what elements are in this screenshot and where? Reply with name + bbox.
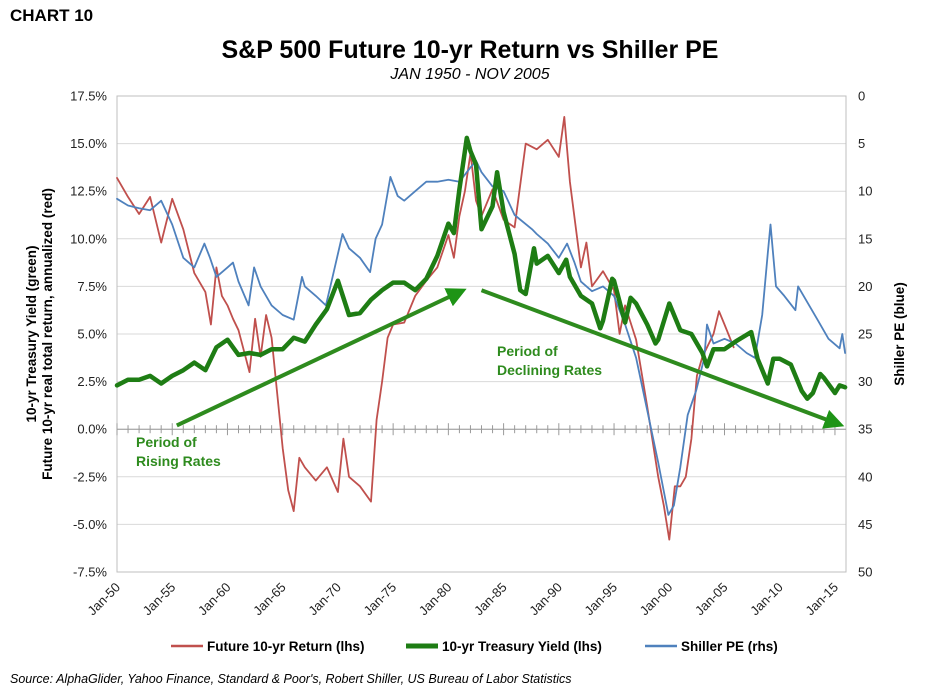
right-tick-label: 5 [858,136,865,151]
right-tick-label: 30 [858,374,872,389]
annotation-arrow [480,288,845,429]
right-tick-label: 25 [858,327,872,342]
left-axis-title-treasury: 10-yr Treasury Yield (green) [24,245,39,422]
left-tick-label: 10.0% [70,231,107,246]
left-tick-label: -2.5% [73,469,107,484]
right-tick-label: 40 [858,469,872,484]
left-tick-label: 12.5% [70,184,107,199]
x-tick-label: Jan-05 [692,580,731,619]
x-tick-label: Jan-70 [305,580,344,619]
left-tick-label: -7.5% [73,565,107,580]
right-tick-label: 35 [858,422,872,437]
right-tick-label: 0 [858,89,865,104]
series-line-future-return [116,116,735,541]
annotation-arrow [175,288,467,428]
annotation-text: Declining Rates [497,362,602,378]
left-tick-label: 5.0% [77,327,107,342]
x-tick-label: Jan-10 [747,580,786,619]
x-tick-label: Jan-90 [526,580,565,619]
right-tick-label: 50 [858,565,872,580]
right-tick-label: 15 [858,231,872,246]
x-tick-label: Jan-80 [416,580,455,619]
left-tick-label: 17.5% [70,89,107,104]
annotation-text: Rising Rates [136,453,221,469]
x-tick-label: Jan-75 [361,580,400,619]
x-tick-label: Jan-85 [471,580,510,619]
left-axis-title-return: Future 10-yr real total return, annualiz… [40,188,55,480]
annotations: Period of Rising Rates Period of Declining … [136,288,845,469]
legend: Future 10-yr Return (lhs) 10-yr Treasury… [171,639,778,654]
plot-frame [116,95,847,573]
left-tick-label: -5.0% [73,517,107,532]
gridlines [117,95,846,573]
annotation-text: Period of [497,343,558,359]
x-tick-label: Jan-15 [802,580,841,619]
chart-subtitle: JAN 1950 - NOV 2005 [390,66,550,83]
right-tick-label: 45 [858,517,872,532]
left-tick-label: 7.5% [77,279,107,294]
x-tick-label: Jan-60 [195,580,234,619]
legend-label-treasury: 10-yr Treasury Yield (lhs) [442,639,602,654]
x-tick-label: Jan-55 [140,580,179,619]
source-note: Source: AlphaGlider, Yahoo Finance, Stan… [10,672,572,686]
chart-title: S&P 500 Future 10-yr Return vs Shiller P… [221,36,719,64]
right-tick-label: 20 [858,279,872,294]
series-line-shiller-pe [116,159,846,516]
x-tick-label: Jan-00 [637,580,676,619]
left-tick-label: 0.0% [77,422,107,437]
legend-label-shiller: Shiller PE (rhs) [681,639,778,654]
annotation-text: Period of [136,434,197,450]
axis-ticks: 17.5% 15.0% 12.5% 10.0% 7.5% 5.0% 2.5% 0.0% -2.5… [70,89,872,619]
x-tick-label: Jan-50 [84,580,123,619]
series-lines [114,116,848,541]
series-line-treasury-yield [114,135,848,401]
left-tick-label: 2.5% [77,374,107,389]
x-tick-label: Jan-65 [250,580,289,619]
right-tick-label: 10 [858,184,872,199]
left-tick-label: 15.0% [70,136,107,151]
right-axis-title: Shiller PE (blue) [892,282,907,386]
x-tick-label: Jan-95 [581,580,620,619]
chart-number-label: CHART 10 [10,6,94,25]
legend-label-return: Future 10-yr Return (lhs) [207,639,365,654]
